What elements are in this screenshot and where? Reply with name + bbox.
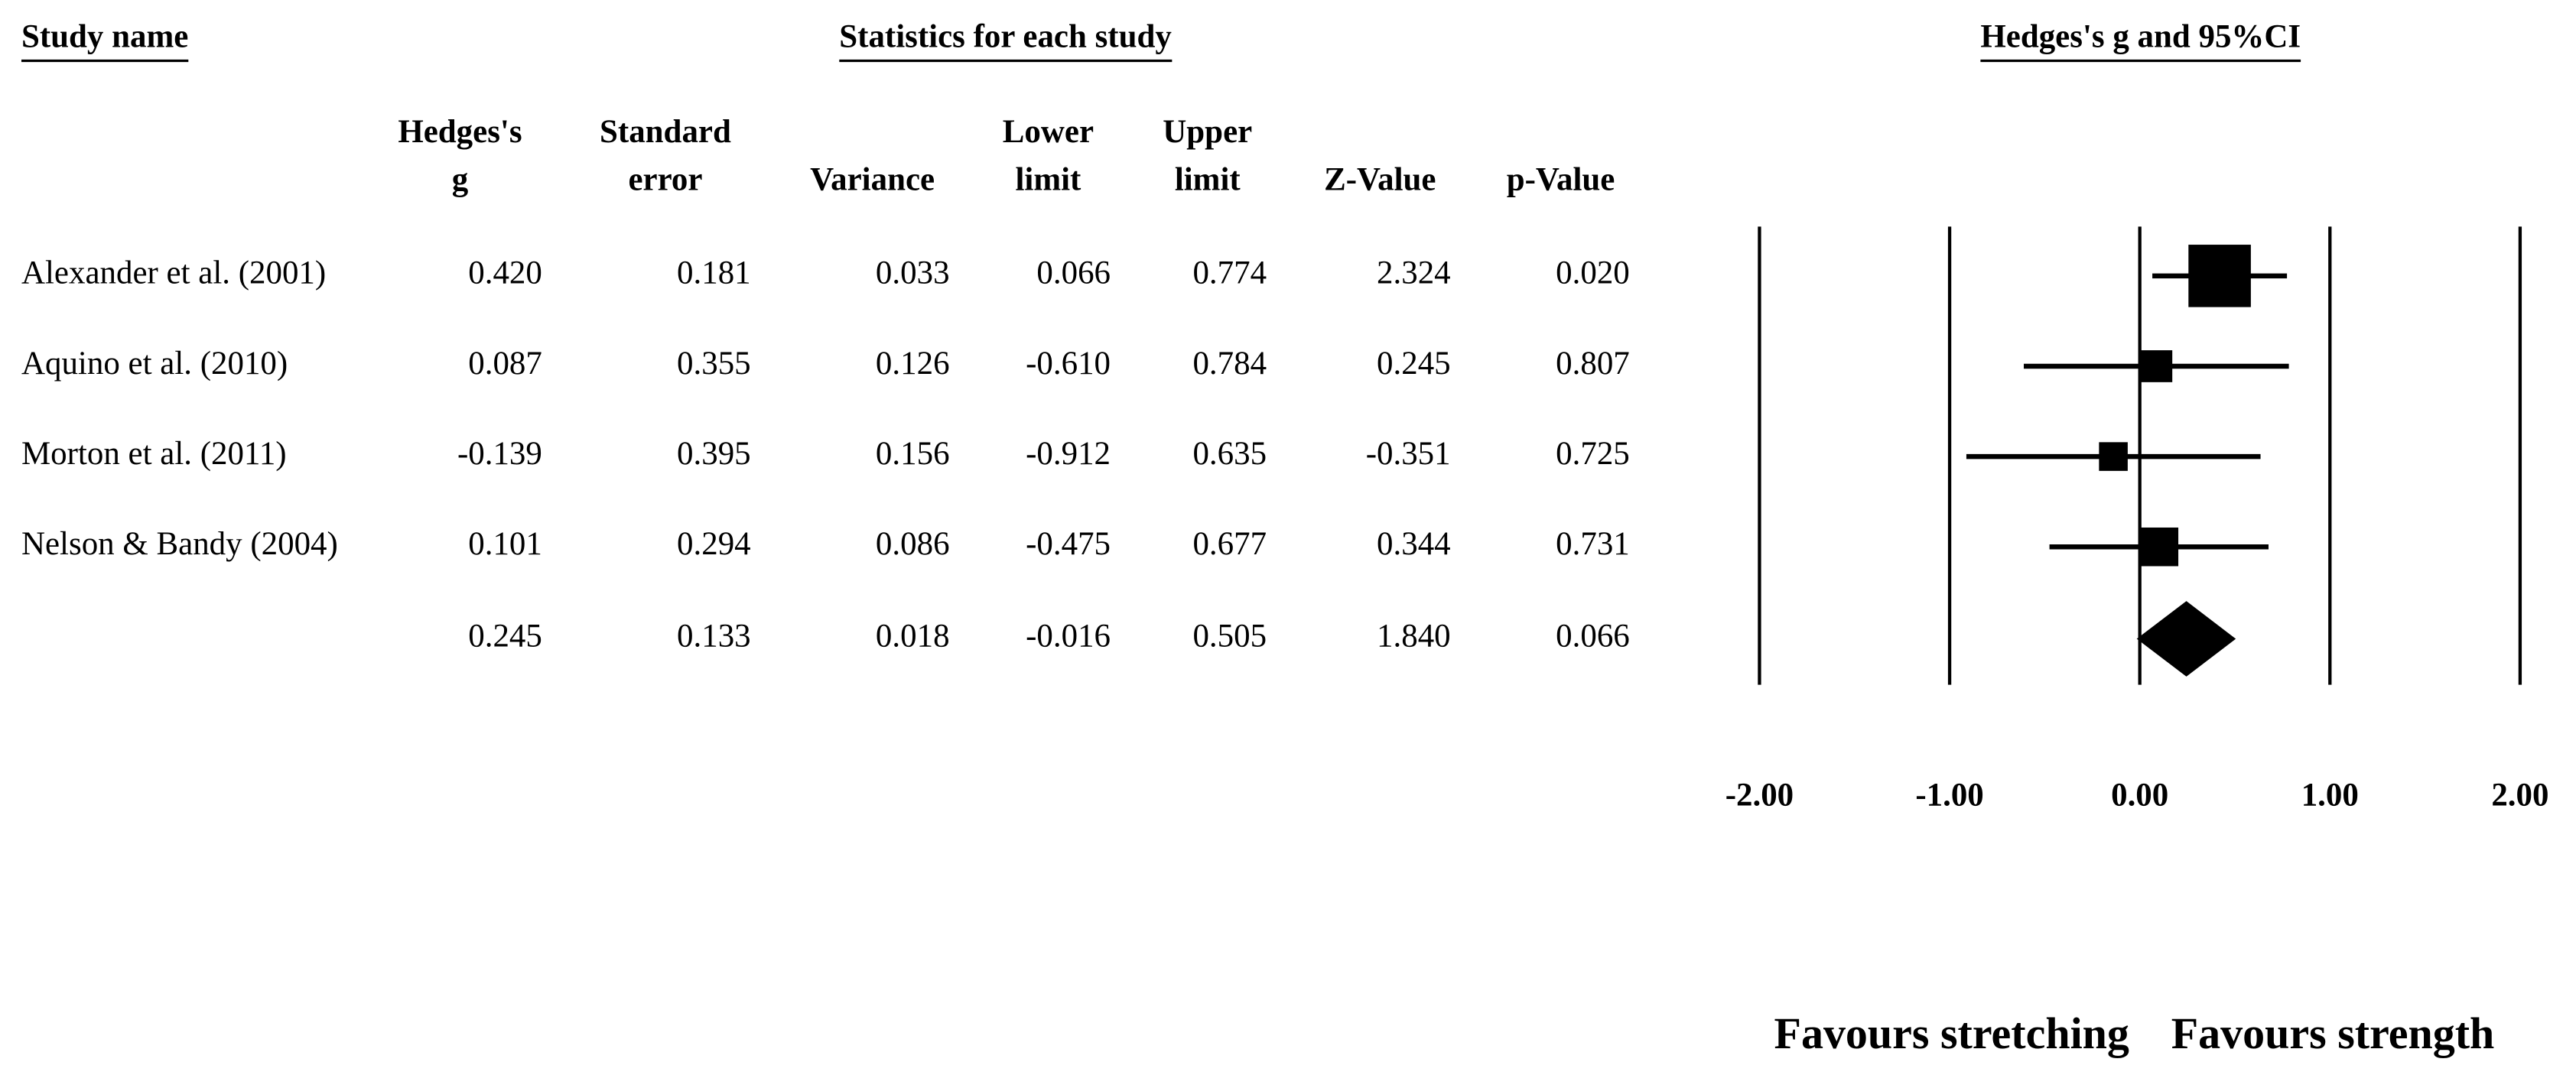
cell-value: 0.181 xyxy=(677,255,751,291)
cell-value: 0.784 xyxy=(1192,346,1267,382)
footer-label: Favours stretching xyxy=(1774,1008,2129,1058)
effect-square xyxy=(2188,245,2251,307)
study-name: Alexander et al. (2001) xyxy=(21,255,326,291)
cell-value: 0.677 xyxy=(1192,526,1267,562)
cell-value: 0.245 xyxy=(468,618,542,654)
study-header: Study name xyxy=(21,18,188,54)
cell-value: 0.018 xyxy=(876,618,950,654)
cell-value: 0.355 xyxy=(677,346,751,382)
study-name: Morton et al. (2011) xyxy=(21,436,287,472)
cell-value: -0.351 xyxy=(1366,436,1451,472)
column-header: Hedges's xyxy=(398,114,522,150)
cell-value: 0.807 xyxy=(1556,346,1630,382)
cell-value: 0.505 xyxy=(1192,618,1267,654)
cell-value: 0.245 xyxy=(1377,346,1451,382)
column-header: Lower xyxy=(1003,114,1094,150)
cell-value: 0.725 xyxy=(1556,436,1630,472)
column-header: Variance xyxy=(810,161,935,197)
cell-value: 0.635 xyxy=(1192,436,1267,472)
cell-value: 0.033 xyxy=(876,255,950,291)
effect-square xyxy=(2139,527,2179,567)
cell-value: 0.066 xyxy=(1556,618,1630,654)
summary-diamond xyxy=(2136,601,2236,677)
cell-value: -0.610 xyxy=(1026,346,1111,382)
cell-value: 0.066 xyxy=(1036,255,1111,291)
x-tick-label: 1.00 xyxy=(2301,778,2359,814)
footer-label: Favours strength xyxy=(2171,1008,2495,1058)
column-header: limit xyxy=(1015,161,1081,197)
stats-header: Statistics for each study xyxy=(839,18,1172,54)
x-tick-label: -1.00 xyxy=(1915,778,1983,814)
cell-value: 2.324 xyxy=(1377,255,1451,291)
x-tick-label: 2.00 xyxy=(2491,778,2548,814)
x-tick-label: -2.00 xyxy=(1725,778,1794,814)
x-tick-label: 0.00 xyxy=(2111,778,2168,814)
cell-value: 0.133 xyxy=(677,618,751,654)
cell-value: 0.156 xyxy=(876,436,950,472)
cell-value: 0.294 xyxy=(677,526,751,562)
cell-value: 0.020 xyxy=(1556,255,1630,291)
column-header: Upper xyxy=(1163,114,1252,150)
cell-value: 0.344 xyxy=(1377,526,1451,562)
column-header: p-Value xyxy=(1507,161,1615,197)
cell-value: 0.087 xyxy=(468,346,542,382)
column-header: limit xyxy=(1175,161,1241,197)
cell-value: 0.101 xyxy=(468,526,542,562)
cell-value: 0.774 xyxy=(1192,255,1267,291)
column-header: Standard xyxy=(600,114,731,150)
cell-value: 0.420 xyxy=(468,255,542,291)
study-name: Nelson & Bandy (2004) xyxy=(21,526,338,562)
study-name: Aquino et al. (2010) xyxy=(21,346,288,382)
cell-value: -0.016 xyxy=(1026,618,1111,654)
column-header: g xyxy=(452,161,469,197)
cell-value: -0.475 xyxy=(1026,526,1111,562)
column-header: Z-Value xyxy=(1324,161,1436,197)
effect-square xyxy=(2140,350,2173,382)
effect-square xyxy=(2099,442,2128,471)
cell-value: 0.086 xyxy=(876,526,950,562)
cell-value: -0.139 xyxy=(457,436,542,472)
cell-value: 1.840 xyxy=(1377,618,1451,654)
column-header: error xyxy=(628,161,702,197)
cell-value: 0.395 xyxy=(677,436,751,472)
cell-value: 0.126 xyxy=(876,346,950,382)
chart-title: Hedges's g and 95%CI xyxy=(1980,18,2301,54)
cell-value: 0.731 xyxy=(1556,526,1630,562)
cell-value: -0.912 xyxy=(1026,436,1111,472)
